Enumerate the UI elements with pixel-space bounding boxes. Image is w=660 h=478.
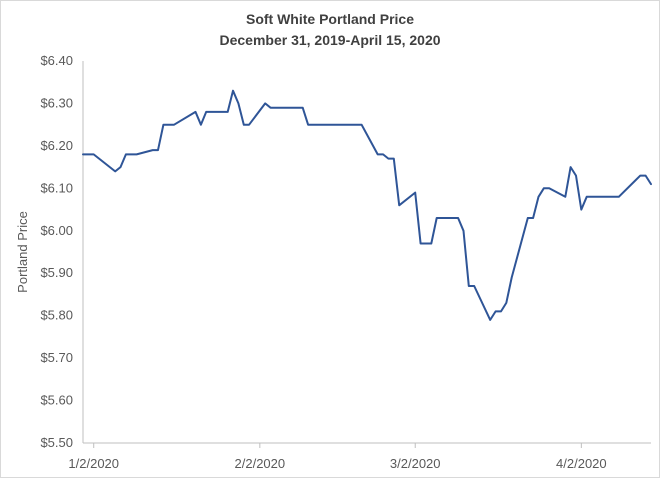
y-tick-label: $6.10	[40, 180, 73, 195]
chart-subtitle: December 31, 2019-April 15, 2020	[219, 32, 441, 48]
y-tick-label: $5.60	[40, 393, 73, 408]
y-tick-label: $5.80	[40, 308, 73, 323]
x-tick-label: 3/2/2020	[390, 456, 441, 471]
chart-title: Soft White Portland Price	[245, 11, 414, 27]
y-tick-label: $6.40	[40, 53, 73, 68]
y-tick-label: $5.70	[40, 350, 73, 365]
y-tick-label: $6.30	[40, 95, 73, 110]
x-tick-label: 2/2/2020	[235, 456, 286, 471]
y-axis-title: Portland Price	[15, 211, 30, 293]
y-tick-label: $5.90	[40, 265, 73, 280]
y-tick-label: $6.00	[40, 223, 73, 238]
y-tick-label: $5.50	[40, 435, 73, 450]
x-tick-label: 4/2/2020	[556, 456, 607, 471]
x-tick-label: 1/2/2020	[68, 456, 119, 471]
y-tick-label: $6.20	[40, 138, 73, 153]
price-series-line	[82, 89, 652, 321]
